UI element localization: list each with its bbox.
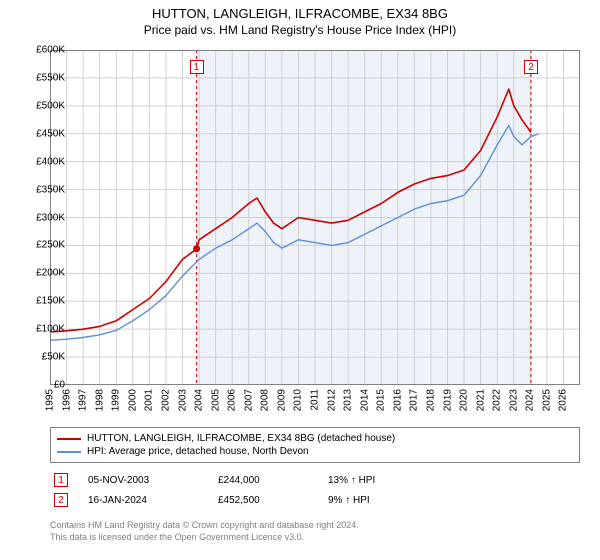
transaction-pct: 9% ↑ HPI [328,495,428,506]
y-tick-label: £50K [42,352,65,363]
x-tick-label: 2022 [492,389,503,411]
x-tick-label: 2000 [127,389,138,411]
y-tick-label: £100K [36,324,65,335]
x-tick-label: 2008 [260,389,271,411]
x-tick-label: 2006 [227,389,238,411]
marker-badge: 1 [54,473,68,487]
x-tick-label: 1998 [94,389,105,411]
x-tick-label: 2023 [508,389,519,411]
x-tick-label: 2010 [293,389,304,411]
x-tick-label: 2017 [409,389,420,411]
x-tick-label: 2018 [425,389,436,411]
transaction-pct: 13% ↑ HPI [328,475,428,486]
y-tick-label: £400K [36,156,65,167]
x-tick-label: 2003 [177,389,188,411]
chart-svg [50,50,580,385]
x-tick-label: 2004 [194,389,205,411]
x-tick-label: 2020 [459,389,470,411]
x-tick-label: 1995 [45,389,56,411]
title-address: HUTTON, LANGLEIGH, ILFRACOMBE, EX34 8BG [0,6,600,21]
y-tick-label: £350K [36,184,65,195]
y-tick-label: £300K [36,212,65,223]
transaction-list: 1 05-NOV-2003 £244,000 13% ↑ HPI 2 16-JA… [50,470,580,510]
x-tick-label: 2012 [326,389,337,411]
x-tick-label: 1996 [61,389,72,411]
y-tick-label: £450K [36,128,65,139]
title-subtitle: Price paid vs. HM Land Registry's House … [0,23,600,37]
legend-swatch [57,451,81,453]
x-tick-label: 1999 [111,389,122,411]
x-tick-label: 2005 [210,389,221,411]
chart-marker-badge: 1 [190,60,204,74]
y-tick-label: £250K [36,240,65,251]
legend-item-hpi: HPI: Average price, detached house, Nort… [57,445,573,458]
transaction-price: £244,000 [218,475,308,486]
y-tick-label: £600K [36,45,65,56]
transaction-row: 1 05-NOV-2003 £244,000 13% ↑ HPI [50,470,580,490]
x-tick-label: 2007 [243,389,254,411]
transaction-date: 16-JAN-2024 [88,495,198,506]
footer: Contains HM Land Registry data © Crown c… [50,520,580,543]
x-tick-label: 2019 [442,389,453,411]
x-tick-label: 1997 [78,389,89,411]
x-tick-label: 2021 [475,389,486,411]
chart-container: HUTTON, LANGLEIGH, ILFRACOMBE, EX34 8BG … [0,0,600,560]
x-tick-label: 2015 [376,389,387,411]
x-tick-label: 2009 [276,389,287,411]
x-tick-label: 2026 [558,389,569,411]
title-block: HUTTON, LANGLEIGH, ILFRACOMBE, EX34 8BG … [0,0,600,37]
x-tick-label: 2001 [144,389,155,411]
y-tick-label: £150K [36,296,65,307]
x-tick-label: 2014 [359,389,370,411]
legend-item-price-paid: HUTTON, LANGLEIGH, ILFRACOMBE, EX34 8BG … [57,432,573,445]
marker-badge: 2 [54,493,68,507]
x-tick-label: 2024 [525,389,536,411]
legend: HUTTON, LANGLEIGH, ILFRACOMBE, EX34 8BG … [50,427,580,463]
legend-swatch [57,438,81,440]
x-tick-label: 2016 [392,389,403,411]
chart-area: 12 [50,50,580,385]
legend-label: HPI: Average price, detached house, Nort… [87,446,309,457]
legend-label: HUTTON, LANGLEIGH, ILFRACOMBE, EX34 8BG … [87,433,395,444]
x-tick-label: 2011 [310,389,321,411]
x-tick-label: 2025 [541,389,552,411]
y-tick-label: £550K [36,72,65,83]
y-tick-label: £200K [36,268,65,279]
chart-marker-badge: 2 [524,60,538,74]
footer-line2: This data is licensed under the Open Gov… [50,532,580,544]
footer-line1: Contains HM Land Registry data © Crown c… [50,520,580,532]
transaction-row: 2 16-JAN-2024 £452,500 9% ↑ HPI [50,490,580,510]
transaction-date: 05-NOV-2003 [88,475,198,486]
x-tick-label: 2002 [160,389,171,411]
transaction-price: £452,500 [218,495,308,506]
x-tick-label: 2013 [343,389,354,411]
y-tick-label: £500K [36,100,65,111]
